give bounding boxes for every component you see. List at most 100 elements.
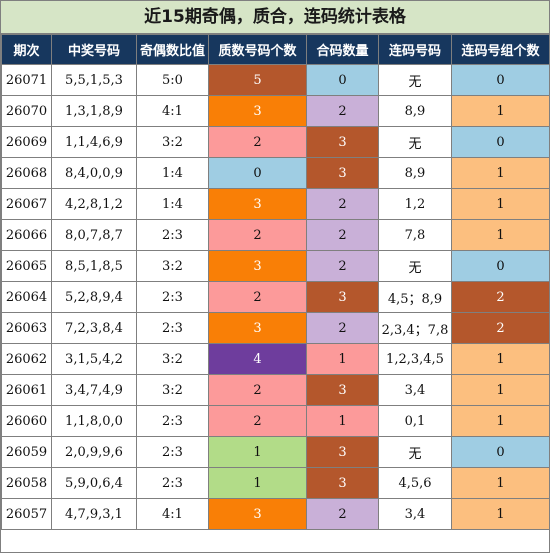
cell-composite-count: 3 bbox=[306, 126, 379, 158]
cell-consecutive-groups: 0 bbox=[451, 126, 550, 158]
cell-prime-count: 2 bbox=[208, 281, 307, 313]
header-consecutive-numbers: 连码号码 bbox=[378, 34, 452, 65]
table-row: 26062 3,1,5,4,2 3:2 4 1 1,2,3,4,5 1 bbox=[1, 343, 550, 375]
cell-consecutive-numbers: 无 bbox=[378, 250, 452, 282]
cell-composite-count: 1 bbox=[306, 343, 379, 375]
cell-prime-count: 3 bbox=[208, 312, 307, 344]
cell-consecutive-groups: 1 bbox=[451, 467, 550, 499]
cell-numbers: 4,7,9,3,1 bbox=[51, 498, 137, 530]
cell-consecutive-groups: 1 bbox=[451, 188, 550, 220]
cell-odd-even-ratio: 3:2 bbox=[136, 250, 209, 282]
cell-odd-even-ratio: 3:2 bbox=[136, 374, 209, 406]
cell-numbers: 4,2,8,1,2 bbox=[51, 188, 137, 220]
cell-consecutive-numbers: 8,9 bbox=[378, 95, 452, 127]
cell-composite-count: 2 bbox=[306, 219, 379, 251]
cell-composite-count: 2 bbox=[306, 250, 379, 282]
cell-prime-count: 2 bbox=[208, 405, 307, 437]
table-row: 26067 4,2,8,1,2 1:4 3 2 1,2 1 bbox=[1, 188, 550, 220]
cell-composite-count: 2 bbox=[306, 498, 379, 530]
cell-numbers: 1,1,8,0,0 bbox=[51, 405, 137, 437]
cell-odd-even-ratio: 1:4 bbox=[136, 157, 209, 189]
cell-composite-count: 3 bbox=[306, 436, 379, 468]
cell-composite-count: 2 bbox=[306, 188, 379, 220]
table-row: 26070 1,3,1,8,9 4:1 3 2 8,9 1 bbox=[1, 95, 550, 127]
table-body: 26071 5,5,1,5,3 5:0 5 0 无 0 26070 1,3,1,8,9 4:1 3 2… bbox=[1, 64, 550, 530]
cell-composite-count: 0 bbox=[306, 64, 379, 96]
cell-numbers: 1,3,1,8,9 bbox=[51, 95, 137, 127]
cell-numbers: 5,2,8,9,4 bbox=[51, 281, 137, 313]
table-row: 26068 8,4,0,0,9 1:4 0 3 8,9 1 bbox=[1, 157, 550, 189]
cell-odd-even-ratio: 2:3 bbox=[136, 312, 209, 344]
cell-period: 26059 bbox=[1, 436, 52, 468]
cell-period: 26065 bbox=[1, 250, 52, 282]
cell-numbers: 2,0,9,9,6 bbox=[51, 436, 137, 468]
cell-odd-even-ratio: 2:3 bbox=[136, 219, 209, 251]
cell-consecutive-numbers: 无 bbox=[378, 64, 452, 96]
table-row: 26066 8,0,7,8,7 2:3 2 2 7,8 1 bbox=[1, 219, 550, 251]
cell-consecutive-groups: 2 bbox=[451, 281, 550, 313]
cell-prime-count: 2 bbox=[208, 374, 307, 406]
table-row: 26057 4,7,9,3,1 4:1 3 2 3,4 1 bbox=[1, 498, 550, 530]
table-row: 26069 1,1,4,6,9 3:2 2 3 无 0 bbox=[1, 126, 550, 158]
cell-numbers: 8,4,0,0,9 bbox=[51, 157, 137, 189]
stats-table: 期次 中奖号码 奇偶数比值 质数号码个数 合码数量 连码号码 连码号组个数 26… bbox=[1, 34, 550, 530]
cell-period: 26058 bbox=[1, 467, 52, 499]
table-row: 26064 5,2,8,9,4 2:3 2 3 4,5；8,9 2 bbox=[1, 281, 550, 313]
cell-period: 26067 bbox=[1, 188, 52, 220]
cell-prime-count: 2 bbox=[208, 126, 307, 158]
cell-consecutive-numbers: 0,1 bbox=[378, 405, 452, 437]
cell-prime-count: 3 bbox=[208, 250, 307, 282]
cell-composite-count: 3 bbox=[306, 374, 379, 406]
cell-period: 26061 bbox=[1, 374, 52, 406]
header-composite-count: 合码数量 bbox=[306, 34, 379, 65]
cell-consecutive-groups: 1 bbox=[451, 95, 550, 127]
cell-prime-count: 2 bbox=[208, 219, 307, 251]
cell-consecutive-groups: 0 bbox=[451, 436, 550, 468]
cell-numbers: 1,1,4,6,9 bbox=[51, 126, 137, 158]
cell-period: 26064 bbox=[1, 281, 52, 313]
cell-consecutive-numbers: 7,8 bbox=[378, 219, 452, 251]
cell-numbers: 8,5,1,8,5 bbox=[51, 250, 137, 282]
table-row: 26061 3,4,7,4,9 3:2 2 3 3,4 1 bbox=[1, 374, 550, 406]
cell-period: 26068 bbox=[1, 157, 52, 189]
cell-numbers: 8,0,7,8,7 bbox=[51, 219, 137, 251]
cell-prime-count: 3 bbox=[208, 188, 307, 220]
header-odd-even-ratio: 奇偶数比值 bbox=[136, 34, 209, 65]
cell-period: 26057 bbox=[1, 498, 52, 530]
cell-odd-even-ratio: 2:3 bbox=[136, 467, 209, 499]
cell-numbers: 3,1,5,4,2 bbox=[51, 343, 137, 375]
cell-period: 26063 bbox=[1, 312, 52, 344]
cell-period: 26062 bbox=[1, 343, 52, 375]
cell-numbers: 5,9,0,6,4 bbox=[51, 467, 137, 499]
cell-odd-even-ratio: 1:4 bbox=[136, 188, 209, 220]
cell-consecutive-numbers: 无 bbox=[378, 436, 452, 468]
cell-prime-count: 4 bbox=[208, 343, 307, 375]
cell-period: 26071 bbox=[1, 64, 52, 96]
cell-odd-even-ratio: 2:3 bbox=[136, 436, 209, 468]
cell-numbers: 7,2,3,8,4 bbox=[51, 312, 137, 344]
table-row: 26063 7,2,3,8,4 2:3 3 2 2,3,4；7,8 2 bbox=[1, 312, 550, 344]
cell-consecutive-groups: 1 bbox=[451, 374, 550, 406]
cell-composite-count: 2 bbox=[306, 95, 379, 127]
cell-odd-even-ratio: 4:1 bbox=[136, 498, 209, 530]
cell-period: 26069 bbox=[1, 126, 52, 158]
cell-prime-count: 5 bbox=[208, 64, 307, 96]
table-row: 26071 5,5,1,5,3 5:0 5 0 无 0 bbox=[1, 64, 550, 96]
cell-period: 26066 bbox=[1, 219, 52, 251]
cell-period: 26060 bbox=[1, 405, 52, 437]
cell-prime-count: 3 bbox=[208, 498, 307, 530]
table-row: 26060 1,1,8,0,0 2:3 2 1 0,1 1 bbox=[1, 405, 550, 437]
cell-prime-count: 3 bbox=[208, 95, 307, 127]
cell-consecutive-groups: 2 bbox=[451, 312, 550, 344]
cell-consecutive-numbers: 无 bbox=[378, 126, 452, 158]
cell-odd-even-ratio: 3:2 bbox=[136, 126, 209, 158]
cell-composite-count: 2 bbox=[306, 312, 379, 344]
cell-odd-even-ratio: 4:1 bbox=[136, 95, 209, 127]
cell-odd-even-ratio: 5:0 bbox=[136, 64, 209, 96]
cell-consecutive-groups: 1 bbox=[451, 219, 550, 251]
header-prime-count: 质数号码个数 bbox=[208, 34, 307, 65]
cell-consecutive-groups: 1 bbox=[451, 157, 550, 189]
cell-odd-even-ratio: 2:3 bbox=[136, 405, 209, 437]
cell-period: 26070 bbox=[1, 95, 52, 127]
